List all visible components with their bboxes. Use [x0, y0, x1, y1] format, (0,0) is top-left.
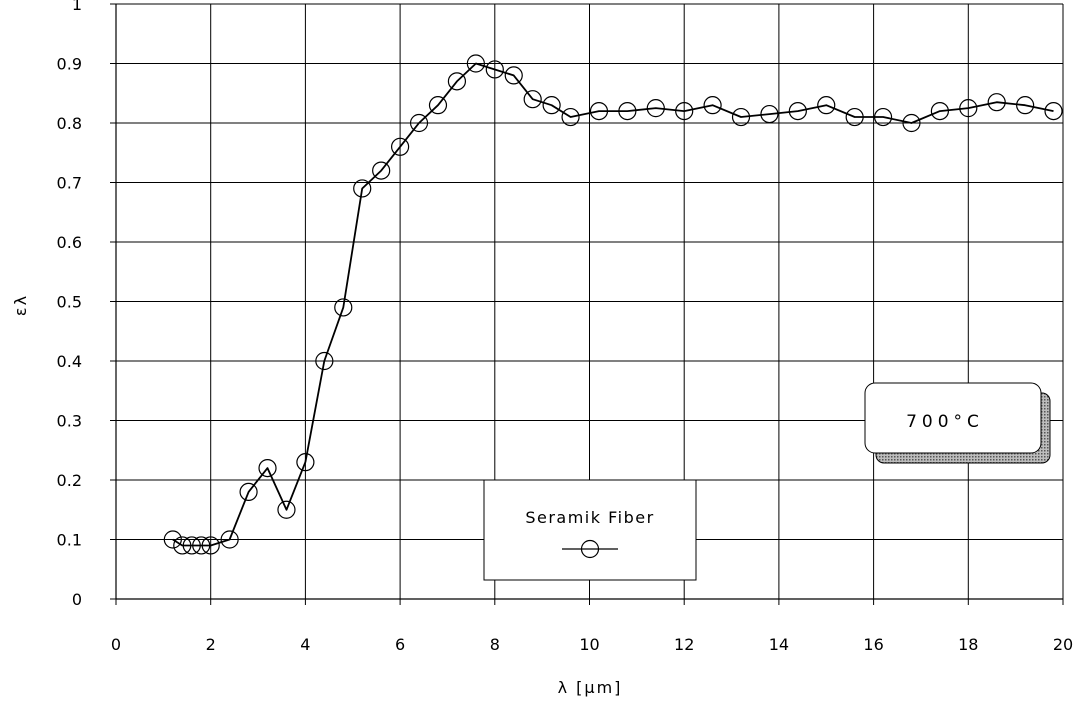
- x-tick-label: 8: [490, 635, 500, 654]
- data-point: [561, 107, 580, 127]
- x-tick-label: 16: [863, 635, 883, 654]
- data-point: [447, 72, 467, 91]
- data-point: [504, 66, 523, 85]
- y-tick-labels: 0 0.1 0.2 0.3 0.4 0.5 0.6 0.7 0.8 0.9 1: [57, 0, 82, 609]
- y-tick-label: 0.6: [57, 233, 82, 252]
- data-point: [542, 96, 561, 115]
- data-point: [220, 530, 239, 549]
- y-tick-label: 0.9: [57, 55, 82, 74]
- x-axis-title: λ [μm]: [558, 678, 623, 697]
- data-point: [296, 453, 315, 472]
- data-point: [182, 536, 201, 555]
- y-tick-label: 0.3: [57, 412, 82, 431]
- y-tick-label: 0.5: [57, 293, 82, 312]
- y-tick-label: 0.7: [57, 174, 82, 193]
- data-point: [334, 298, 353, 317]
- data-point: [485, 60, 504, 79]
- temperature-annotation: 700°C: [864, 382, 1051, 464]
- x-tick-label: 4: [300, 635, 310, 654]
- x-tick-label: 10: [579, 635, 599, 654]
- data-point: [589, 101, 609, 121]
- data-point: [239, 482, 258, 501]
- data-point: [788, 101, 807, 121]
- data-point: [192, 536, 211, 555]
- x-tick-label: 2: [206, 635, 216, 654]
- y-tick-label: 0.2: [57, 471, 82, 490]
- data-point: [760, 104, 779, 124]
- data-point: [675, 101, 694, 121]
- y-tick-label: 0.8: [57, 114, 82, 133]
- axes: [110, 3, 1064, 605]
- data-point: [845, 107, 864, 127]
- x-tick-label: 0: [111, 635, 121, 654]
- data-point: [163, 530, 182, 549]
- legend-marker-sample: [580, 539, 600, 559]
- data-point: [409, 113, 429, 133]
- data-point: [258, 459, 277, 478]
- data-point: [372, 161, 391, 180]
- data-point: [1016, 96, 1035, 115]
- data-point: [315, 351, 334, 371]
- x-tick-labels: 0 2 4 6 8 10 12 14 16 18 20: [111, 635, 1073, 654]
- data-point: [173, 536, 192, 555]
- y-tick-label: 0: [72, 590, 82, 609]
- x-tick-label: 20: [1053, 635, 1073, 654]
- legend-box: [483, 479, 697, 581]
- data-point: [353, 179, 372, 198]
- data-point: [523, 90, 542, 109]
- annotation-label: 700°C: [906, 412, 984, 432]
- x-tick-label: 6: [395, 635, 405, 654]
- data-point: [731, 107, 751, 127]
- plot-area: [163, 54, 1063, 555]
- data-point: [277, 500, 296, 519]
- data-point: [618, 101, 637, 121]
- data-point: [646, 99, 665, 118]
- legend-label: Seramik Fiber: [525, 508, 654, 527]
- annotation-box: [864, 382, 1042, 454]
- data-point: [930, 101, 949, 121]
- data-point: [817, 96, 836, 115]
- y-tick-label: 1: [72, 0, 82, 14]
- data-point: [873, 107, 893, 127]
- x-tick-label: 18: [958, 635, 978, 654]
- data-point: [959, 99, 978, 118]
- y-tick-label: 0.1: [57, 531, 82, 550]
- x-tick-label: 12: [674, 635, 694, 654]
- legend: Seramik Fiber: [483, 479, 697, 581]
- data-point: [391, 137, 410, 156]
- x-tick-label: 14: [769, 635, 789, 654]
- y-tick-label: 0.4: [57, 352, 82, 371]
- data-point: [428, 96, 448, 115]
- series-line: [172, 62, 1054, 547]
- data-point: [987, 93, 1006, 112]
- data-point: [201, 536, 220, 555]
- y-axis-title: ελ: [11, 294, 30, 316]
- data-point: [466, 54, 485, 73]
- data-point: [703, 96, 722, 115]
- data-point: [902, 113, 921, 133]
- data-point: [1044, 101, 1063, 121]
